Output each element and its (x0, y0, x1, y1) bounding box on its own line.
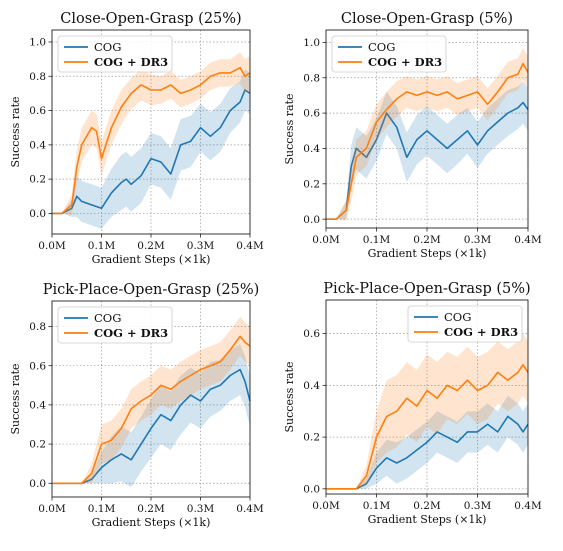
series-band-cog (52, 344, 250, 488)
legend-label-cog: COG (368, 40, 395, 54)
x-tick-label: 0.3M (187, 240, 215, 252)
y-tick-label: 0.4 (303, 380, 320, 392)
y-tick-label: 0.0 (29, 208, 46, 220)
x-axis-label: Gradient Steps (×1k) (368, 513, 487, 526)
x-tick-label: 0.2M (137, 240, 165, 252)
y-tick-label: 0.6 (29, 105, 46, 117)
chart-panel-2: 0.0M 0.1M 0.2M 0.3M 0.4M 0.0 0.2 0.4 0.6 0.8 1.0 Cl… (283, 11, 542, 260)
y-tick-label: 0.2 (303, 432, 320, 444)
chart-panel-3: 0.0M 0.1M 0.2M 0.3M 0.4M 0.0 0.2 0.4 0.6 0.8 Pick-… (9, 282, 264, 529)
series-line-cog (52, 89, 251, 215)
series-line-cog (52, 368, 251, 485)
y-tick-label: 0.2 (29, 174, 46, 186)
x-tick-label: 0.1M (88, 240, 116, 252)
legend-box (57, 35, 173, 73)
x-tick-label: 0.0M (312, 500, 340, 512)
x-tick-label: 0.4M (514, 500, 542, 512)
x-tick-label: 0.3M (187, 503, 215, 515)
legend-box (57, 306, 173, 344)
series-band-cog (52, 69, 250, 229)
y-tick-label: 0.8 (303, 72, 320, 84)
x-tick-label: 0.0M (38, 503, 66, 515)
series-band-cog (326, 81, 528, 220)
x-tick-label: 0.2M (413, 500, 441, 512)
chart-title: Close-Open-Grasp (5%) (341, 11, 513, 27)
x-axis-label: Gradient Steps (×1k) (92, 516, 211, 529)
x-axis-label: Gradient Steps (×1k) (92, 253, 211, 266)
legend-label-cog-dr3: COG + DR3 (444, 325, 518, 339)
series-band-cog-dr3 (326, 333, 528, 489)
x-tick-label: 0.3M (464, 234, 492, 246)
series-line-cog-dr3 (52, 66, 251, 215)
x-tick-label: 0.0M (312, 234, 340, 246)
series-band-cog-dr3 (52, 316, 250, 484)
chart-title: Pick-Place-Open-Grasp (5%) (323, 281, 530, 297)
x-tick-label: 0.2M (137, 503, 165, 515)
series-line-cog-dr3 (52, 335, 251, 485)
y-tick-label: 0.4 (29, 139, 46, 151)
series-line-cog (326, 101, 529, 220)
x-tick-label: 0.4M (514, 234, 542, 246)
y-axis-label: Success rate (9, 97, 22, 168)
x-tick-label: 0.1M (88, 503, 116, 515)
x-tick-label: 0.1M (363, 500, 391, 512)
x-tick-label: 0.1M (363, 234, 391, 246)
legend-box (331, 35, 447, 73)
y-tick-label: 0.2 (303, 178, 320, 190)
x-tick-label: 0.3M (464, 500, 492, 512)
chart-title: Close-Open-Grasp (25%) (60, 11, 241, 27)
series-band-cog-dr3 (326, 47, 528, 221)
legend-box (407, 305, 523, 343)
series-band-cog-dr3 (52, 52, 250, 216)
y-axis-label: Success rate (9, 364, 22, 435)
legend-label-cog: COG (94, 311, 121, 325)
y-tick-label: 0.0 (29, 478, 46, 490)
chart-panel-4: 0.0M 0.1M 0.2M 0.3M 0.4M 0.0 0.2 0.4 0.6 Pick-Pla… (283, 281, 542, 526)
legend-label-cog-dr3: COG + DR3 (94, 326, 168, 340)
x-axis-label: Gradient Steps (×1k) (368, 247, 487, 260)
y-tick-label: 0.6 (303, 328, 320, 340)
y-axis-label: Success rate (283, 362, 296, 433)
y-tick-label: 0.2 (29, 439, 46, 451)
x-tick-label: 0.2M (413, 234, 441, 246)
series-line-cog (326, 415, 529, 490)
legend-label-cog-dr3: COG + DR3 (94, 55, 168, 69)
series-line-cog-dr3 (326, 363, 529, 490)
y-tick-label: 0.6 (303, 108, 320, 120)
y-tick-label: 0.0 (303, 483, 320, 495)
y-tick-label: 0.6 (29, 360, 46, 372)
y-tick-label: 0.8 (29, 71, 46, 83)
x-tick-label: 0.4M (236, 503, 264, 515)
chart-panel-1: 0.0M 0.1M 0.2M 0.3M 0.4M 0.0 0.2 0.4 0.6 0.8 1.0 Cl… (9, 11, 264, 266)
y-tick-label: 1.0 (29, 37, 46, 49)
chart-title: Pick-Place-Open-Grasp (25%) (43, 282, 260, 298)
legend-label-cog: COG (94, 40, 121, 54)
y-tick-label: 0.4 (303, 143, 320, 155)
series-line-cog-dr3 (326, 62, 529, 220)
y-tick-label: 0.4 (29, 399, 46, 411)
y-tick-label: 0.0 (303, 214, 320, 226)
legend-label-cog-dr3: COG + DR3 (368, 55, 442, 69)
y-tick-label: 0.8 (29, 321, 46, 333)
legend-label-cog: COG (444, 310, 471, 324)
x-tick-label: 0.0M (38, 240, 66, 252)
x-tick-label: 0.4M (236, 240, 264, 252)
y-tick-label: 1.0 (303, 37, 320, 49)
y-axis-label: Success rate (283, 94, 296, 165)
